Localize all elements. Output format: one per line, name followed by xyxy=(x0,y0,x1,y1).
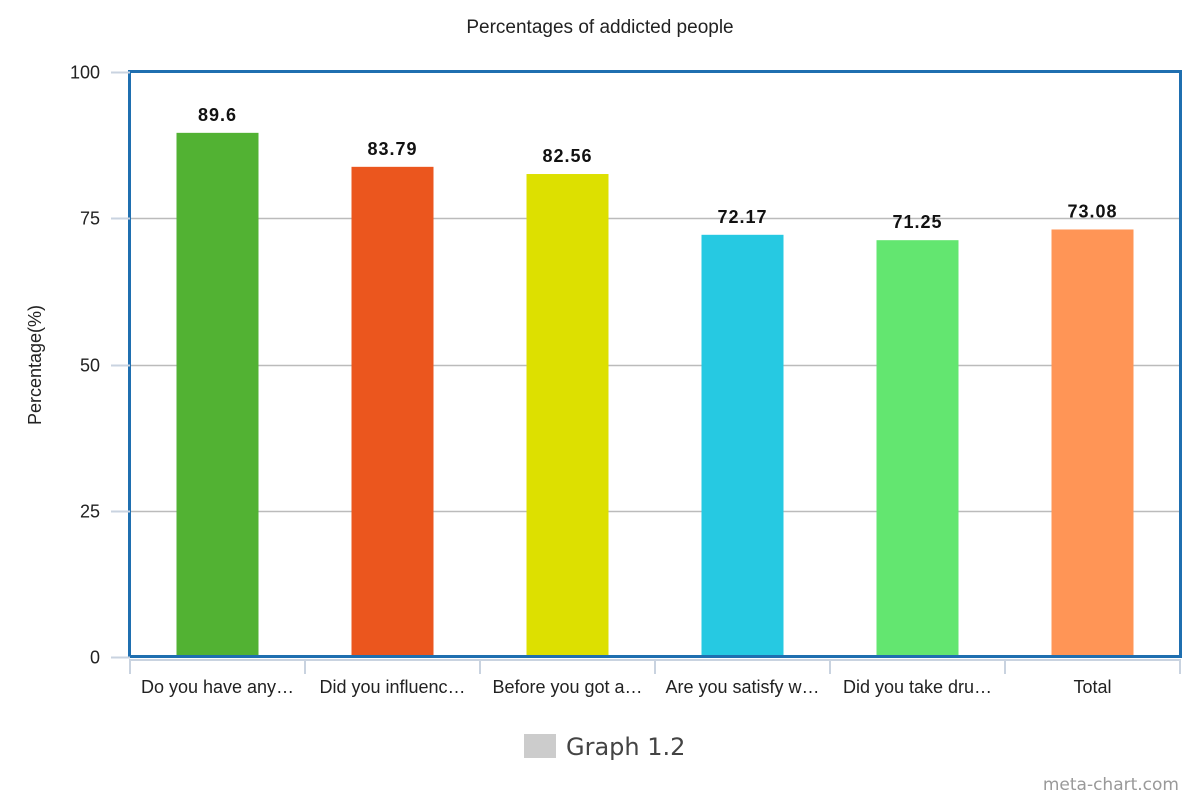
bar[interactable] xyxy=(701,234,784,658)
bar-value-label: 73.08 xyxy=(1067,201,1117,221)
bar[interactable] xyxy=(176,132,259,658)
x-tick-label: Total xyxy=(1073,677,1111,697)
bar[interactable] xyxy=(526,174,609,658)
legend[interactable]: Graph 1.2 xyxy=(524,733,685,761)
bars xyxy=(176,132,1134,658)
y-tick-label: 100 xyxy=(70,63,100,83)
y-tick-label: 75 xyxy=(80,209,100,229)
x-tick-label: Do you have any… xyxy=(141,677,294,697)
bar-value-label: 83.79 xyxy=(367,139,417,159)
chart-title: Percentages of addicted people xyxy=(466,17,733,38)
bar-value-label: 71.25 xyxy=(892,212,942,232)
bar-value-label: 82.56 xyxy=(542,146,592,166)
x-tick-label: Before you got a… xyxy=(492,677,642,697)
gridlines xyxy=(130,217,1180,513)
bar[interactable] xyxy=(1051,229,1134,657)
x-tick-label: Are you satisfy w… xyxy=(665,677,819,697)
y-tick-label: 0 xyxy=(90,648,100,668)
value-labels: 89.6 83.79 82.56 72.17 71.25 73.08 xyxy=(198,105,1117,232)
y-axis: 0 25 50 75 100 xyxy=(70,63,130,668)
plot-frame xyxy=(128,70,1182,658)
y-tick-label: 50 xyxy=(80,356,100,376)
x-tick-label: Did you influenc… xyxy=(319,677,465,697)
bar-value-label: 89.6 xyxy=(198,105,237,125)
legend-swatch[interactable] xyxy=(524,734,556,758)
x-tick-label: Did you take dru… xyxy=(843,677,992,697)
bar[interactable] xyxy=(876,240,959,657)
watermark[interactable]: meta-chart.com xyxy=(1043,775,1179,795)
legend-label[interactable]: Graph 1.2 xyxy=(566,733,685,761)
y-axis-label: Percentage(%) xyxy=(25,305,45,425)
bar-value-label: 72.17 xyxy=(717,207,767,227)
y-tick-label: 25 xyxy=(80,502,100,522)
x-axis: Do you have any… Did you influenc… Before … xyxy=(129,659,1181,697)
bar[interactable] xyxy=(351,166,434,658)
